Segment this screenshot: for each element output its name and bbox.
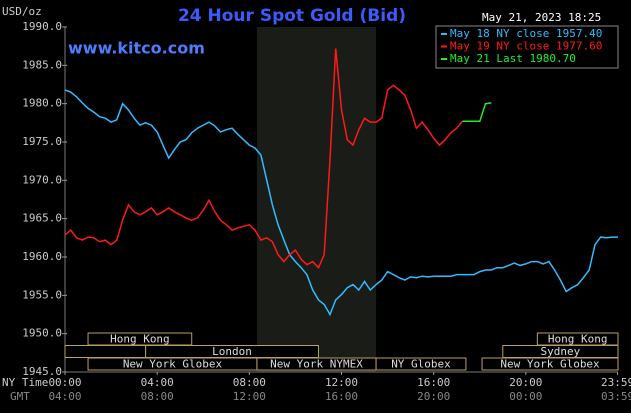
x-tick-label: 08:00 bbox=[233, 376, 266, 389]
x2-axis-label: GMT bbox=[10, 390, 30, 403]
x2-tick-label: 04:00 bbox=[48, 390, 81, 403]
y-tick-label: 1970.0 bbox=[22, 173, 62, 186]
highlight-region bbox=[256, 27, 377, 372]
y-tick-label: 1965.0 bbox=[22, 212, 62, 225]
session-box bbox=[64, 345, 147, 358]
legend-entry: May 18 NY close 1957.40 bbox=[450, 27, 602, 40]
y-tick-label: 1980.0 bbox=[22, 97, 62, 110]
x-tick-label: 23:59 bbox=[601, 376, 631, 389]
session-label: Sydney bbox=[541, 345, 581, 358]
x2-tick-label: 12:00 bbox=[233, 390, 266, 403]
y-tick-label: 1990.0 bbox=[22, 20, 62, 33]
chart-title: 24 Hour Spot Gold (Bid) bbox=[178, 6, 406, 26]
series-line bbox=[64, 89, 618, 317]
x2-tick-label: 03:59 bbox=[601, 390, 631, 403]
session-label: New York Globex bbox=[123, 358, 223, 371]
y-tick-label: 1950.0 bbox=[22, 327, 62, 340]
session-label: Hong Kong bbox=[110, 333, 170, 346]
session-label: Hong Kong bbox=[548, 333, 608, 346]
legend-box bbox=[435, 25, 619, 69]
x-axis-label: NY Time bbox=[2, 376, 48, 389]
session-label: New York Globex bbox=[500, 358, 600, 371]
session-box bbox=[481, 357, 619, 371]
y-axis-label: USD/oz bbox=[2, 5, 42, 18]
session-label: London bbox=[212, 345, 252, 358]
session-label: New York NYMEX bbox=[270, 358, 363, 371]
session-box bbox=[375, 357, 467, 371]
y-tick-label: 1960.0 bbox=[22, 250, 62, 263]
series-line bbox=[462, 102, 492, 123]
timestamp: May 21, 2023 18:25 bbox=[482, 11, 601, 24]
subtitle: www.kitco.com bbox=[68, 39, 205, 58]
y-tick-label: 1975.0 bbox=[22, 135, 62, 148]
x2-tick-label: 08:00 bbox=[141, 390, 174, 403]
legend-entry: May 19 NY close 1977.60 bbox=[450, 40, 602, 53]
legend-entry: May 21 Last 1980.70 bbox=[450, 52, 576, 65]
series-line bbox=[64, 48, 464, 270]
x-tick-label: 04:00 bbox=[141, 376, 174, 389]
x2-tick-label: 16:00 bbox=[325, 390, 358, 403]
session-label: NY Globex bbox=[391, 358, 451, 371]
y-tick-label: 1945.0 bbox=[22, 365, 62, 378]
x-tick-label: 00:00 bbox=[48, 376, 81, 389]
x2-tick-label: 20:00 bbox=[417, 390, 450, 403]
y-tick-label: 1985.0 bbox=[22, 58, 62, 71]
x-tick-label: 12:00 bbox=[325, 376, 358, 389]
y-tick-label: 1955.0 bbox=[22, 288, 62, 301]
x2-tick-label: 00:00 bbox=[509, 390, 542, 403]
x-tick-label: 16:00 bbox=[417, 376, 450, 389]
x-tick-label: 20:00 bbox=[509, 376, 542, 389]
